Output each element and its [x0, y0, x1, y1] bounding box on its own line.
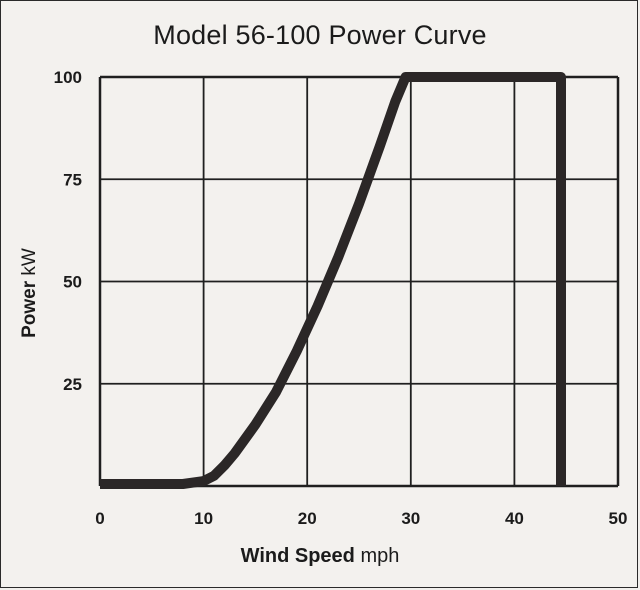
chart-title: Model 56-100 Power Curve: [153, 20, 487, 50]
y-tick-label: 75: [63, 170, 82, 189]
y-tick-label: 100: [54, 68, 82, 87]
x-tick-label: 0: [95, 509, 104, 528]
y-tick-label: 50: [63, 273, 82, 292]
x-axis-label: Wind Speed mph: [0, 545, 640, 568]
tick-labels: 0 10 20 30 40 50 100 75 50 25: [54, 68, 628, 528]
x-tick-label: 10: [194, 509, 213, 528]
x-axis-label-unit: mph: [360, 545, 400, 567]
x-tick-label: 50: [609, 509, 628, 528]
grid: [98, 75, 620, 488]
power-curve-line: [100, 72, 566, 489]
x-tick-label: 30: [401, 509, 420, 528]
x-tick-label: 40: [505, 509, 524, 528]
x-axis-label-quantity: Wind Speed: [240, 545, 355, 567]
x-tick-label: 20: [298, 509, 317, 528]
y-tick-label: 25: [63, 375, 82, 394]
